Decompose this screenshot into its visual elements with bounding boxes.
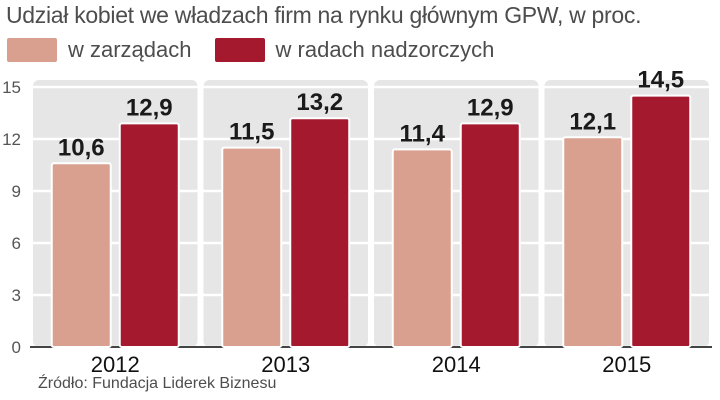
y-tick-3: 3 [12, 286, 21, 305]
value-label-2015-rady: 14,5 [637, 67, 684, 94]
bar-2012-rady [118, 122, 180, 349]
value-label-2013-zarzady: 11,5 [229, 119, 274, 146]
value-labels: 10,6 12,9 11,5 13,2 11,4 12,9 12,1 14,5 [58, 67, 684, 162]
legend-label-rady: w radach nadzorczych [275, 37, 495, 62]
y-tick-6: 6 [12, 234, 21, 253]
value-label-2015-zarzady: 12,1 [569, 108, 616, 135]
bar-2012-zarzady [50, 162, 112, 348]
bar-2014-zarzady [391, 148, 453, 348]
bar-2013-rady [289, 117, 351, 348]
bar-2014-rady [459, 122, 521, 349]
bar-2013-zarzady [221, 146, 283, 348]
x-tick-2012: 2012 [91, 352, 140, 377]
legend: w zarządach w radach nadzorczych [6, 36, 516, 64]
bars [50, 94, 692, 349]
x-axis-ticks: 2012 2013 2014 2015 [91, 352, 651, 377]
x-tick-2013: 2013 [261, 352, 310, 377]
value-label-2012-zarzady: 10,6 [58, 134, 105, 161]
source-note: Źródło: Fundacja Liderek Biznesu [38, 375, 277, 392]
x-tick-2014: 2014 [432, 352, 481, 377]
y-axis-ticks: 0 3 6 9 12 15 [2, 78, 21, 357]
bar-2015-zarzady [562, 136, 624, 348]
y-tick-12: 12 [2, 130, 21, 149]
value-label-2014-zarzady: 11,4 [400, 120, 446, 147]
legend-label-zarzady: w zarządach [68, 37, 192, 62]
legend-item-zarzady: w zarządach [6, 37, 192, 63]
y-tick-15: 15 [2, 78, 21, 97]
x-tick-2015: 2015 [602, 352, 651, 377]
legend-item-rady: w radach nadzorczych [213, 37, 495, 63]
value-label-2013-rady: 13,2 [296, 89, 343, 116]
bar-2015-rady [630, 94, 692, 348]
y-tick-9: 9 [12, 182, 21, 201]
legend-swatch-rady [213, 37, 266, 63]
legend-swatch-zarzady [6, 37, 58, 63]
chart-title: Udział kobiet we władzach firm na rynku … [6, 2, 642, 28]
value-label-2014-rady: 12,9 [467, 94, 514, 121]
value-label-2012-rady: 12,9 [126, 94, 173, 121]
y-tick-0: 0 [12, 338, 21, 357]
